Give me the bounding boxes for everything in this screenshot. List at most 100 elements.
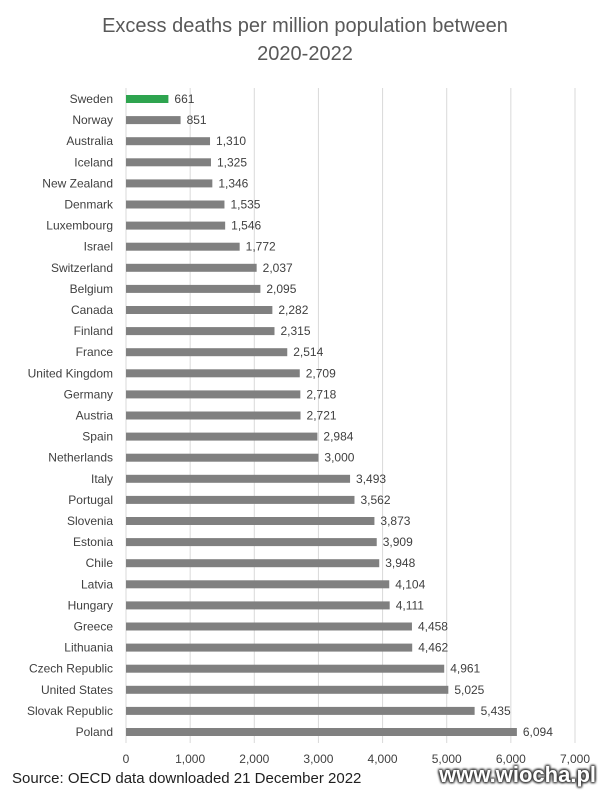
bar <box>126 706 475 715</box>
bar <box>126 685 449 694</box>
data-label: 2,037 <box>263 261 293 275</box>
category-label: Switzerland <box>51 261 113 275</box>
bar <box>126 432 318 441</box>
data-label: 3,873 <box>380 514 410 528</box>
category-label: Sweden <box>70 92 113 106</box>
bar <box>126 348 288 357</box>
data-label: 6,094 <box>523 725 553 739</box>
category-label: Norway <box>72 113 113 127</box>
category-label: Poland <box>76 725 113 739</box>
bar <box>126 137 211 146</box>
watermark: www.wiocha.pl <box>439 762 596 787</box>
bar <box>126 559 380 568</box>
bar <box>126 601 390 610</box>
data-label: 4,961 <box>450 662 480 676</box>
data-label: 2,095 <box>266 282 296 296</box>
data-label: 1,310 <box>216 134 246 148</box>
data-label: 2,709 <box>306 366 336 380</box>
category-label: Hungary <box>68 598 113 612</box>
bar <box>126 242 240 251</box>
bar <box>126 390 301 399</box>
x-tick-label: 5,000 <box>432 752 462 766</box>
category-label: New Zealand <box>42 176 113 190</box>
category-label: Slovenia <box>67 514 113 528</box>
category-label: Latvia <box>81 577 113 591</box>
category-label: Italy <box>91 472 113 486</box>
bar <box>126 580 390 589</box>
bar <box>126 538 377 547</box>
bars <box>126 95 517 736</box>
grid-lines <box>125 88 576 743</box>
data-label: 4,458 <box>418 620 448 634</box>
bar <box>126 306 273 314</box>
bar <box>126 95 169 103</box>
bar <box>126 263 257 272</box>
chart-title-line-2: 2020-2022 <box>257 43 353 65</box>
data-label: 3,493 <box>356 472 386 486</box>
data-label: 5,025 <box>454 683 484 697</box>
bar <box>126 116 181 125</box>
category-label: Canada <box>71 303 113 317</box>
x-tick-label: 0 <box>123 752 130 766</box>
bar <box>126 622 412 631</box>
bar <box>126 474 351 483</box>
data-label: 851 <box>187 113 207 127</box>
bar <box>126 495 355 504</box>
data-label: 2,984 <box>323 430 353 444</box>
labels: 0 1,000 2,000 3,000 4,000 5,000 6,000 7,000 Swed… <box>27 92 590 766</box>
bar <box>126 517 375 525</box>
data-label: 5,435 <box>481 704 511 718</box>
bar <box>126 221 226 230</box>
data-label: 3,562 <box>360 493 390 507</box>
category-label: Iceland <box>74 155 113 169</box>
bar <box>126 158 211 167</box>
data-label: 1,535 <box>230 198 260 212</box>
category-label: Denmark <box>64 198 114 212</box>
category-label: Greece <box>74 620 114 634</box>
category-label: Lithuania <box>64 641 113 655</box>
category-label: Portugal <box>68 493 113 507</box>
data-label: 2,315 <box>280 324 310 338</box>
category-label: Austria <box>76 409 114 423</box>
x-tick-label: 3,000 <box>303 752 333 766</box>
data-label: 2,718 <box>306 387 336 401</box>
category-label: France <box>76 345 114 359</box>
source-note: Source: OECD data downloaded 21 December… <box>12 770 362 787</box>
category-label: Spain <box>82 430 113 444</box>
data-label: 661 <box>174 92 194 106</box>
data-label: 2,514 <box>293 345 323 359</box>
data-label: 1,346 <box>218 176 248 190</box>
category-label: United States <box>41 683 113 697</box>
x-tick-label: 1,000 <box>175 752 205 766</box>
bar <box>126 643 413 652</box>
category-label: Estonia <box>73 535 113 549</box>
data-label: 3,948 <box>385 556 415 570</box>
category-label: Germany <box>64 387 113 401</box>
data-label: 3,909 <box>383 535 413 549</box>
bar <box>126 411 301 420</box>
category-label: Israel <box>84 240 113 254</box>
category-label: Netherlands <box>48 451 113 465</box>
x-tick-label: 7,000 <box>560 752 590 766</box>
data-label: 4,111 <box>396 598 425 612</box>
chart-title-line-1: Excess deaths per million population bet… <box>102 15 508 37</box>
bar <box>126 453 319 462</box>
data-label: 2,721 <box>307 409 337 423</box>
bar <box>126 728 517 736</box>
bar <box>126 664 445 673</box>
x-tick-label: 6,000 <box>496 752 526 766</box>
data-label: 1,772 <box>246 240 276 254</box>
category-label: Czech Republic <box>29 662 113 676</box>
bar <box>126 200 225 209</box>
bar <box>126 179 213 188</box>
category-label: Chile <box>86 556 114 570</box>
data-label: 2,282 <box>278 303 308 317</box>
category-label: Belgium <box>70 282 113 296</box>
category-label: United Kingdom <box>28 366 113 380</box>
bar <box>126 327 275 336</box>
category-label: Slovak Republic <box>27 704 113 718</box>
category-label: Australia <box>66 134 113 148</box>
data-label: 3,000 <box>324 451 354 465</box>
category-label: Finland <box>74 324 113 338</box>
